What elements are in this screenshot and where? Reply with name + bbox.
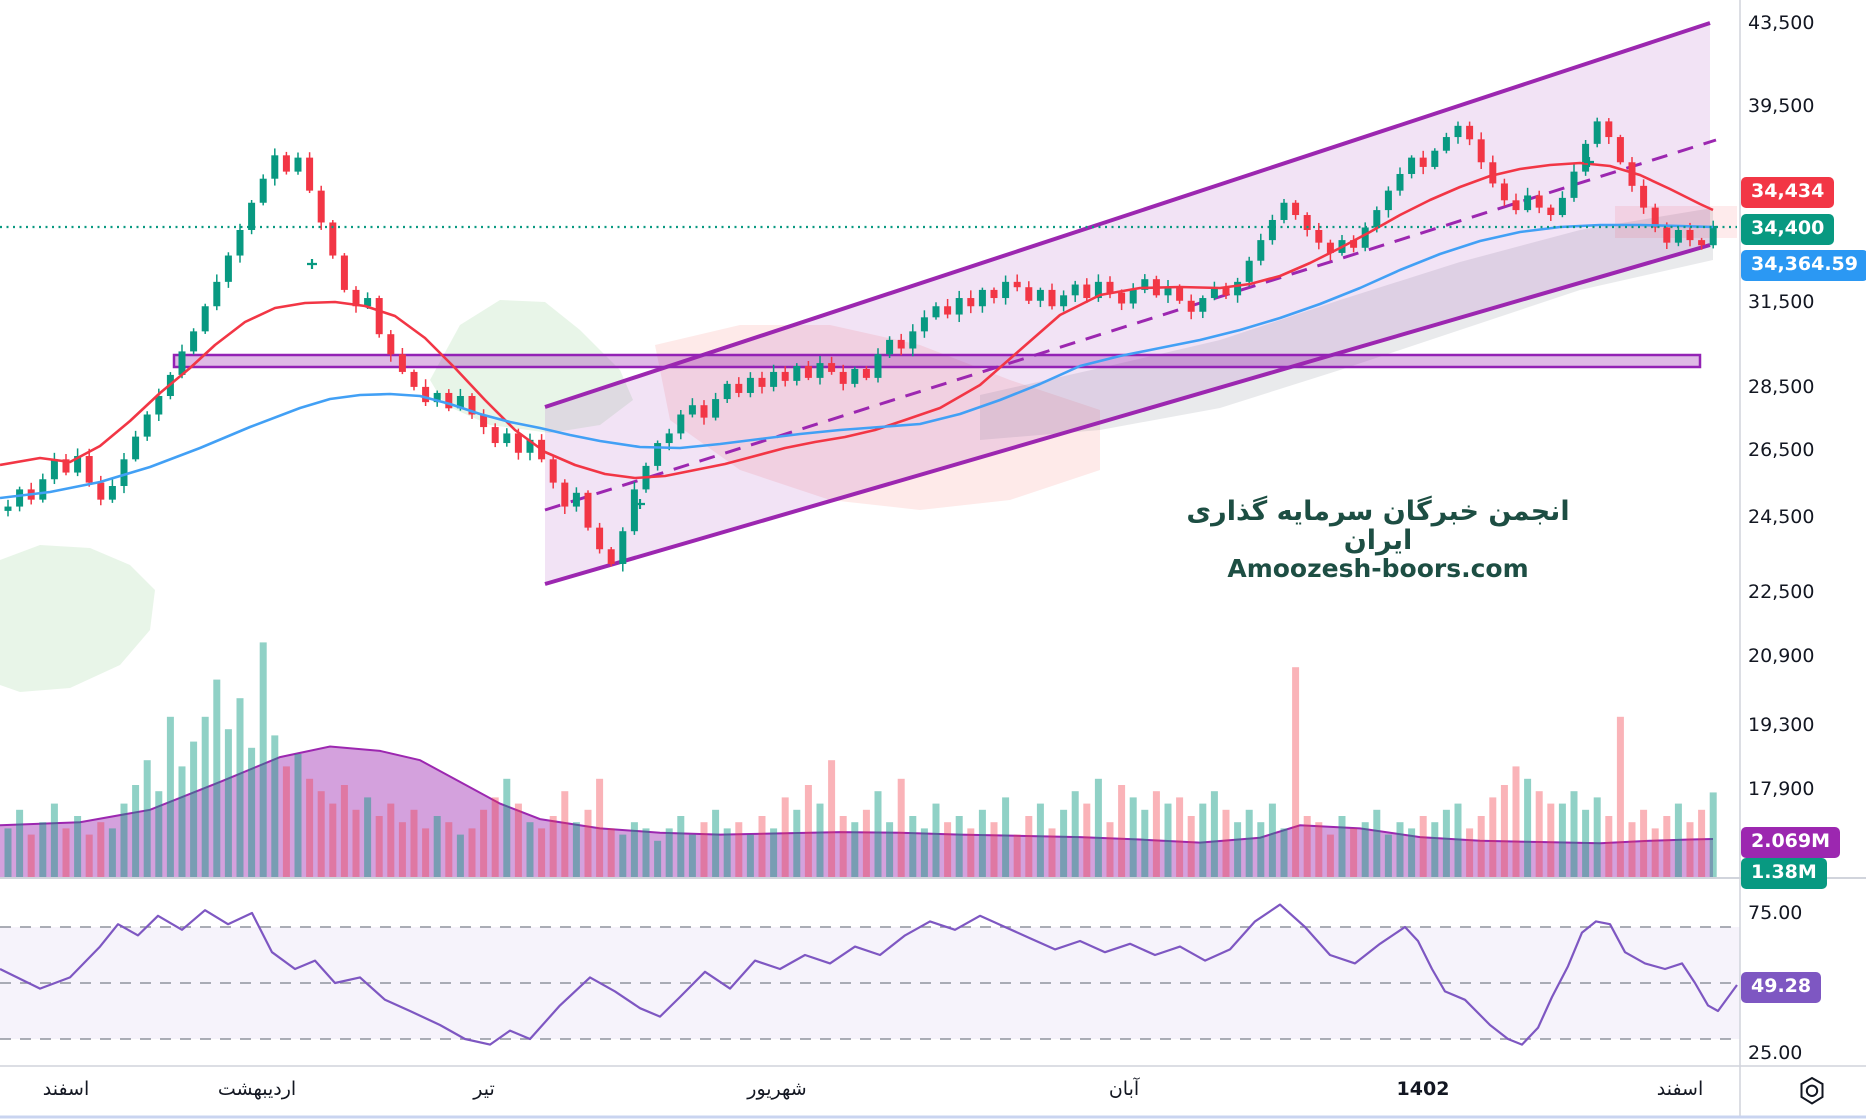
time-axis-label: آبان	[1108, 1078, 1140, 1100]
price-axis-label: 43,500	[1748, 12, 1815, 34]
price-badge-last: 34,364.59	[1741, 250, 1866, 281]
price-axis-label: 39,500	[1748, 95, 1815, 117]
price-axis-label: 31,500	[1748, 291, 1815, 313]
volume-ma-area	[0, 746, 1713, 878]
ma-blue-line	[0, 223, 1714, 500]
time-axis-settings-gear-icon[interactable]	[1795, 1074, 1829, 1108]
watermark-line1: انجمن خبرگان سرمایه گذاری ایران	[1186, 496, 1570, 557]
time-axis-label: اسفند	[42, 1078, 90, 1100]
price-axis-label: 24,500	[1748, 506, 1815, 528]
cloud-green-left	[0, 545, 155, 692]
time-axis-label: اردیبهشت	[217, 1078, 297, 1100]
volume-ma-line	[0, 745, 1714, 845]
time-axis-label: تیر	[473, 1078, 495, 1100]
price-axis-label: 17,900	[1748, 778, 1815, 800]
volume-badge: 2.069M	[1741, 827, 1841, 858]
resistance-zone-band	[172, 353, 1702, 369]
time-axis-label: اسفند	[1656, 1078, 1704, 1100]
time-axis-label: 1402	[1396, 1078, 1450, 1100]
price-axis-label: 26,500	[1748, 439, 1815, 461]
price-axis-label: 22,500	[1748, 581, 1815, 603]
volume-histogram	[4, 642, 1717, 878]
cloud-pink-mid	[655, 325, 1100, 510]
volume-badge: 1.38M	[1741, 858, 1827, 889]
price-badge-high: 34,434	[1741, 177, 1835, 208]
watermark-line2: Amoozesh-boors.com	[1227, 554, 1529, 584]
rsi-line	[0, 903, 1738, 1046]
trend-channel-lower-line	[544, 243, 1711, 586]
trend-channel-mid-dashed-line	[544, 138, 1717, 512]
rsi-axis-label: 25.00	[1748, 1042, 1803, 1064]
ma-red-line	[0, 161, 1714, 480]
time-axis-label: شهریور	[747, 1078, 807, 1100]
rsi-axis-label: 75.00	[1748, 902, 1803, 924]
rsi-value-badge: 49.28	[1741, 972, 1822, 1003]
price-axis-label: 20,900	[1748, 645, 1815, 667]
data-plus-marker	[635, 499, 645, 509]
price-axis-label: 28,500	[1748, 376, 1815, 398]
price-badge-prev-close: 34,400	[1741, 214, 1835, 245]
watermark: انجمن خبرگان سرمایه گذاری ایران Amoozesh…	[1178, 497, 1578, 582]
trend-channel-fill	[545, 23, 1710, 584]
data-plus-marker	[307, 259, 317, 269]
trend-channel-upper-line	[544, 21, 1711, 409]
data-plus-marker	[1584, 157, 1594, 167]
price-axis-label: 19,300	[1748, 714, 1815, 736]
cloud-gray-right	[980, 208, 1713, 440]
candlestick-series	[4, 117, 1717, 572]
